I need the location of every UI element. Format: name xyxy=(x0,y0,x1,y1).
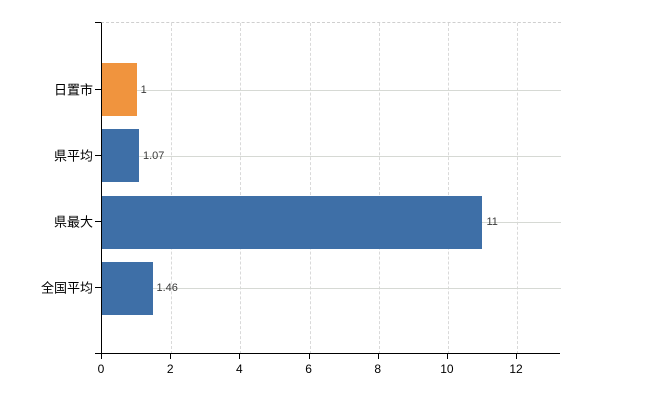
vertical-gridline xyxy=(517,23,519,354)
bar-日置市 xyxy=(102,63,137,116)
bar-value-label: 1.07 xyxy=(143,149,165,162)
vertical-gridline xyxy=(447,23,449,354)
x-axis-tick xyxy=(101,354,102,359)
x-axis-tick-label: 12 xyxy=(509,362,523,376)
y-axis-tick xyxy=(95,287,101,289)
horizontal-gridline xyxy=(102,89,561,91)
x-axis-tick xyxy=(377,354,379,359)
x-axis-tick xyxy=(239,354,241,359)
x-axis-tick-label: 8 xyxy=(374,362,382,376)
y-axis-tick xyxy=(95,221,101,223)
bar-県最大 xyxy=(102,195,483,249)
category-label: 県最大 xyxy=(53,214,93,230)
x-axis-tick-label: 4 xyxy=(236,362,243,376)
x-axis-tick xyxy=(308,354,310,359)
category-label: 全国平均 xyxy=(40,280,93,296)
x-axis-tick-label: 6 xyxy=(305,362,312,376)
horizontal-gridline xyxy=(102,288,561,290)
bar-県平均 xyxy=(102,129,139,183)
vertical-gridline xyxy=(171,23,173,354)
y-axis-top-tick xyxy=(95,22,101,23)
x-axis-tick xyxy=(170,354,172,359)
x-axis-tick xyxy=(516,354,518,359)
vertical-gridline xyxy=(378,23,380,354)
horizontal-gridline xyxy=(102,155,561,157)
x-axis-tick-label: 0 xyxy=(97,362,105,376)
plot-area: 1 1.07 11 1.46 xyxy=(101,22,561,354)
bar-value-label: 11 xyxy=(486,216,498,229)
bar-全国平均 xyxy=(102,261,153,315)
bar-value-label: 1 xyxy=(140,83,147,96)
bar-value-label: 1.46 xyxy=(156,282,178,295)
x-axis-tick-label: 2 xyxy=(166,362,174,376)
x-axis-tick-label: 10 xyxy=(440,362,454,376)
vertical-gridline xyxy=(240,23,242,354)
y-axis-tick xyxy=(95,88,101,90)
y-axis-tick xyxy=(95,154,101,156)
category-label: 県平均 xyxy=(53,148,93,164)
x-axis-tick xyxy=(446,354,448,359)
category-label: 日置市 xyxy=(53,82,93,97)
x-axis-line xyxy=(95,353,560,354)
vertical-gridline xyxy=(309,23,311,354)
